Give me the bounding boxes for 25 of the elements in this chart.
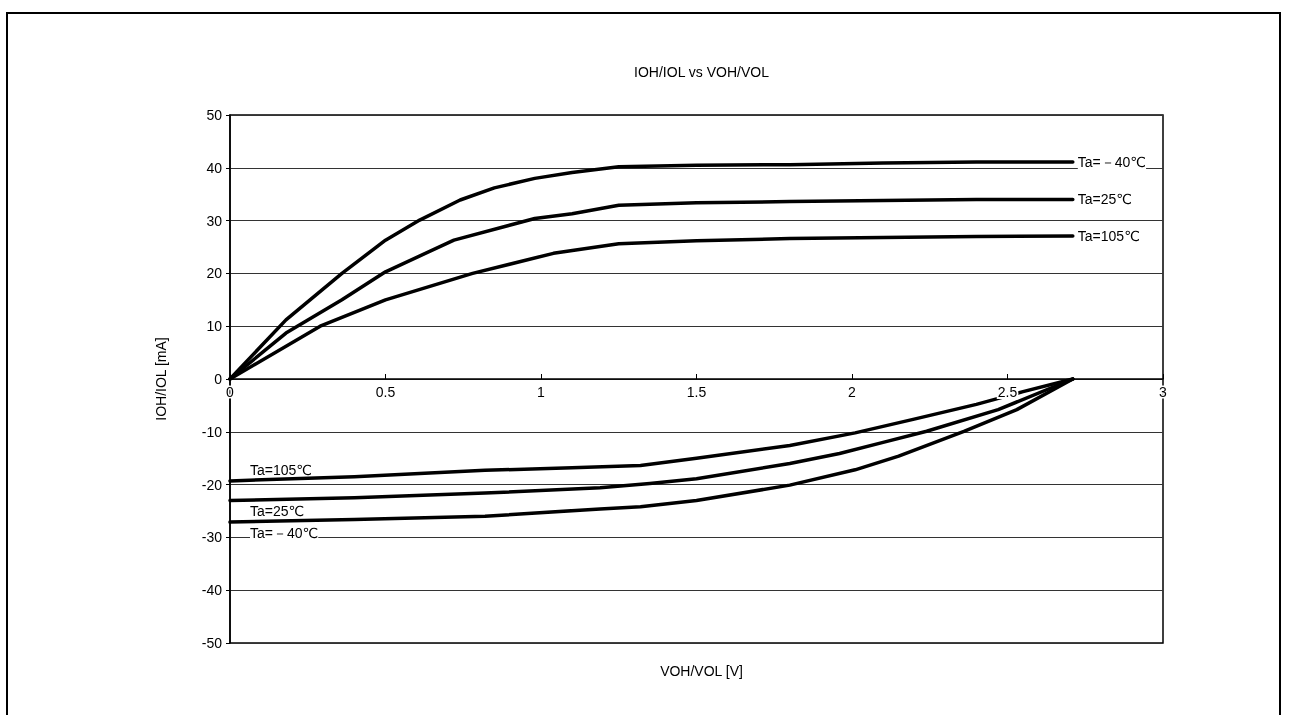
series-label: Ta=－40℃: [250, 525, 319, 542]
y-axis-title: IOH/IOL [mA]: [153, 337, 169, 421]
y-tick-label: 0: [214, 371, 223, 387]
series-label: Ta=25℃: [1077, 191, 1133, 208]
series-label: Ta=25℃: [250, 503, 305, 520]
y-tick-label: -40: [201, 582, 223, 599]
y-tick-label: 30: [206, 212, 223, 229]
y-tick-label: -30: [201, 529, 223, 546]
y-tick-label: -20: [201, 476, 223, 493]
chart-title: IOH/IOL vs VOH/VOL: [634, 64, 770, 80]
x-tick-label: 1.5: [686, 384, 707, 400]
x-tick-label: 1: [537, 384, 546, 400]
x-axis-title: VOH/VOL [V]: [660, 663, 743, 679]
series-label: Ta=－40℃: [1077, 153, 1147, 170]
x-tick-label: 0.5: [375, 384, 396, 400]
y-tick-label: -50: [201, 635, 223, 651]
x-tick-label: 2: [848, 384, 857, 400]
y-tick-label: 10: [206, 318, 223, 335]
y-tick-label: 20: [206, 265, 223, 282]
y-tick-label: 50: [206, 107, 223, 123]
series-label: Ta=105℃: [1077, 227, 1140, 244]
series-label: Ta=105℃: [250, 461, 313, 478]
x-tick-label: 2.5: [997, 384, 1018, 400]
y-tick-label: -10: [201, 423, 223, 440]
y-tick-label: 40: [206, 159, 223, 176]
